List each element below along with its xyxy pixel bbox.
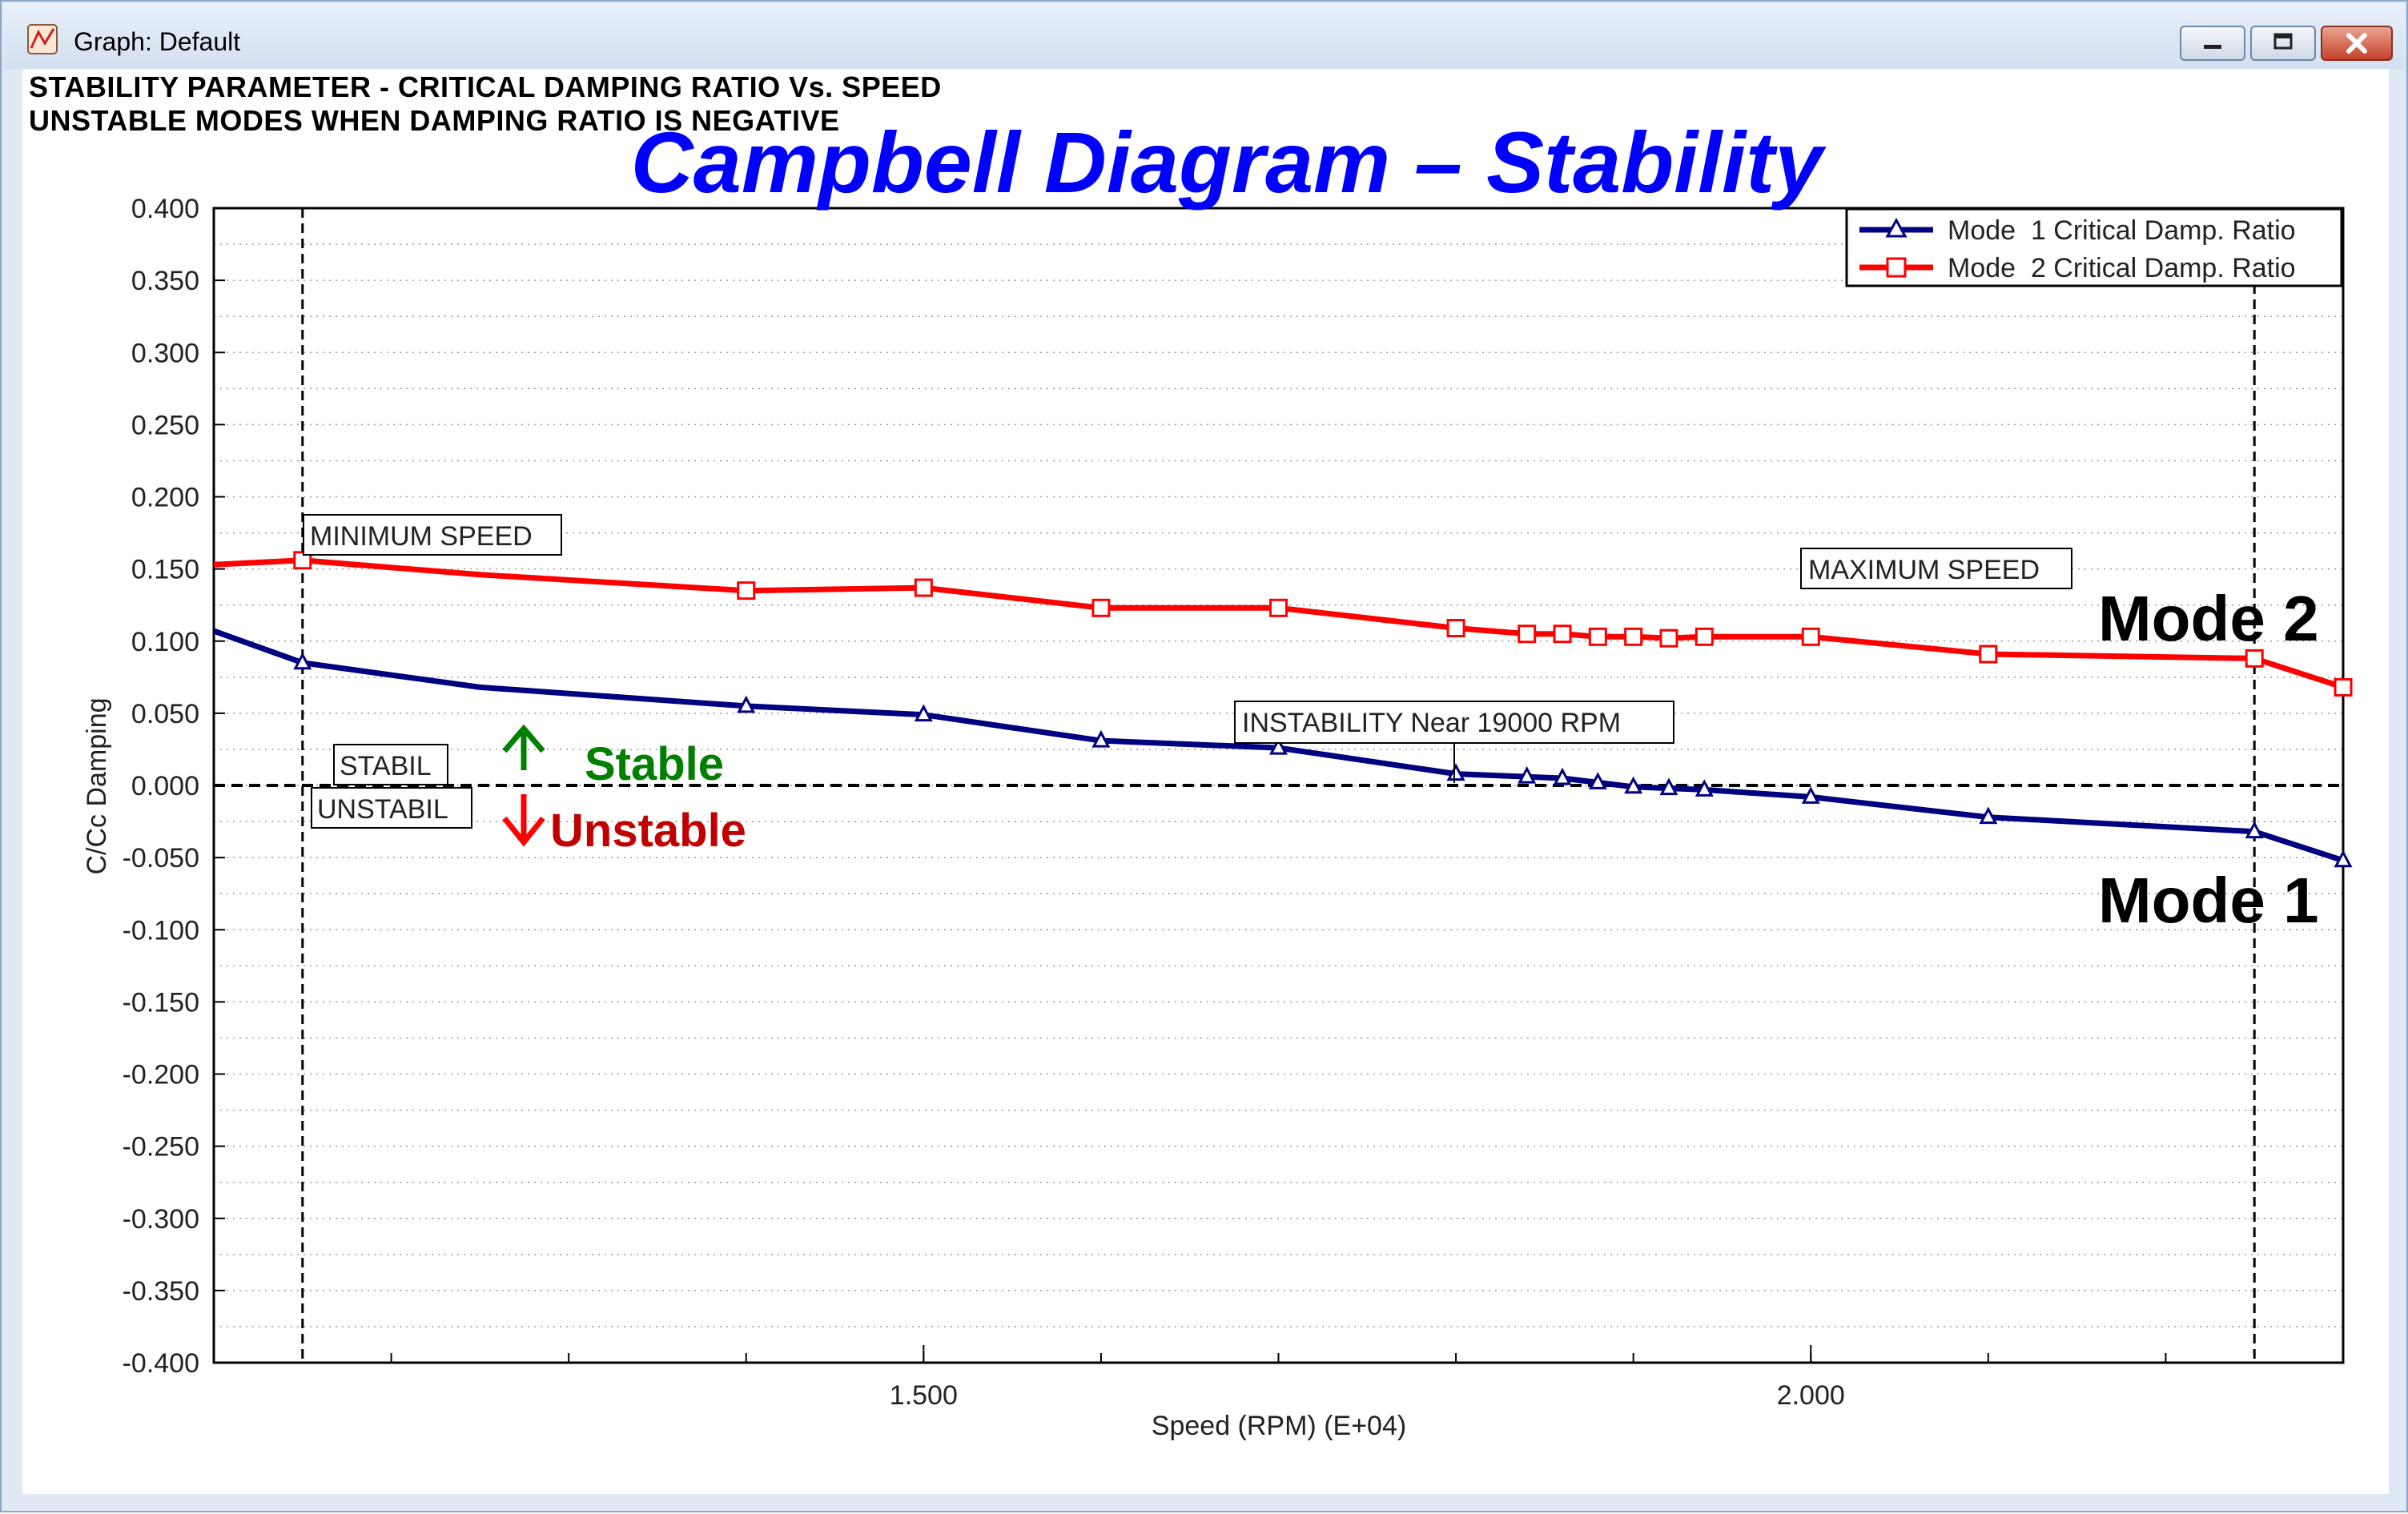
mode1-point <box>1624 776 1643 794</box>
chart-legend: Mode 1 Critical Damp. Ratio Mode 2 Criti… <box>1845 207 2343 287</box>
mode1-point <box>1269 737 1288 755</box>
mode1-point <box>1091 729 1111 748</box>
stabil-annotation: STABIL <box>333 744 448 785</box>
min-speed-annotation: MINIMUM SPEED <box>303 514 562 556</box>
x-axis-ticks: 1.500 2.000 <box>213 1345 2344 1411</box>
window-titlebar[interactable]: Graph: Default <box>3 3 2405 69</box>
mode1-point <box>2334 849 2353 868</box>
y-tick-label: -0.050 <box>123 843 199 873</box>
series-line-mode2 <box>213 557 2345 690</box>
maximize-button[interactable] <box>2250 26 2316 61</box>
chart-header-line1: STABILITY PARAMETER - CRITICAL DAMPING R… <box>29 70 942 103</box>
window-title: Graph: Default <box>74 27 241 56</box>
y-tick-label: 0.000 <box>131 771 199 801</box>
series-layer <box>212 551 2353 868</box>
unstabil-annotation: UNSTABIL <box>311 787 472 829</box>
unstabil-label: UNSTABIL <box>317 794 448 825</box>
y-tick-label: 0.100 <box>131 627 199 657</box>
x-tick-label: 2.000 <box>1777 1380 1845 1411</box>
mode1-point <box>1553 767 1572 785</box>
y-tick-label: 0.050 <box>131 699 199 729</box>
max-speed-label: MAXIMUM SPEED <box>1808 555 2040 585</box>
mode1-point <box>1801 786 1820 804</box>
campbell-title: Campbell Diagram – Stability <box>631 114 1827 211</box>
mode1-point <box>737 695 756 713</box>
mode1-point <box>1694 779 1714 797</box>
mode2-point <box>1588 627 1607 646</box>
close-button[interactable] <box>2321 26 2393 61</box>
mode2-point <box>293 551 312 570</box>
mode2-point <box>1269 598 1288 617</box>
mode2-point <box>1091 598 1111 617</box>
mode1-point <box>914 704 933 722</box>
instability-annotation: INSTABILITY Near 19000 RPM <box>1234 701 1674 783</box>
mode1-point <box>1588 772 1607 789</box>
unstable-arrow-icon <box>502 794 545 847</box>
mode1-point <box>1446 763 1465 781</box>
legend-triangle-icon <box>1885 217 1908 238</box>
restore-icon <box>2273 33 2293 50</box>
mode2-point <box>2245 649 2264 668</box>
y-tick-label: -0.300 <box>123 1204 199 1235</box>
chart-header-line2: UNSTABLE MODES WHEN DAMPING RATIO IS NEG… <box>29 104 840 137</box>
y-axis-ticks: 0.400 0.350 0.300 0.250 0.200 0.150 0.100 0.050… <box>123 194 225 1379</box>
min-speed-label: MINIMUM SPEED <box>310 521 533 552</box>
y-tick-label: -0.200 <box>123 1060 199 1090</box>
y-tick-label: -0.100 <box>123 915 199 946</box>
close-icon <box>2346 33 2367 54</box>
reference-lines <box>214 208 2343 1363</box>
mode2-point <box>1801 627 1820 646</box>
y-tick-label: -0.250 <box>123 1132 199 1163</box>
mode2-point <box>1624 627 1643 646</box>
unstable-overlay-label: Unstable <box>550 805 746 857</box>
legend-square-icon <box>1886 257 1907 278</box>
mode1-point <box>1979 806 1998 825</box>
mode2-point <box>1553 624 1572 644</box>
stable-overlay-label: Stable <box>585 738 724 790</box>
y-tick-label: 0.400 <box>131 194 199 224</box>
y-tick-label: 0.150 <box>131 555 199 585</box>
mode2-point <box>914 578 933 597</box>
minimize-button[interactable] <box>2180 26 2245 61</box>
x-tick-label: 1.500 <box>890 1380 958 1411</box>
legend-label-mode2: Mode 2 Critical Damp. Ratio <box>1948 253 2296 283</box>
mode2-point <box>1659 628 1678 648</box>
stable-arrow-icon <box>502 724 545 770</box>
mode1-point <box>1659 777 1678 796</box>
instability-label: INSTABILITY Near 19000 RPM <box>1242 708 1621 738</box>
y-tick-label: -0.350 <box>123 1276 199 1307</box>
y-tick-label: 0.250 <box>131 410 199 440</box>
mode2-point <box>1694 627 1714 646</box>
y-tick-label: -0.150 <box>123 987 199 1018</box>
y-tick-label: 0.350 <box>131 266 199 296</box>
graph-app-icon <box>27 24 58 54</box>
x-axis-label: Speed (RPM) (E+04) <box>1152 1411 1406 1441</box>
mode2-point <box>737 581 756 600</box>
mode2-overlay-label: Mode 2 <box>2098 583 2319 654</box>
max-speed-annotation: MAXIMUM SPEED <box>1800 548 2072 589</box>
mode2-point <box>1979 645 1998 664</box>
mode2-point <box>2334 677 2353 697</box>
mode2-point <box>1446 619 1465 638</box>
y-tick-label: 0.200 <box>131 483 199 513</box>
mode1-point <box>293 652 312 670</box>
mode1-point <box>2245 821 2264 839</box>
y-tick-label: -0.400 <box>123 1348 199 1379</box>
minimize-icon <box>2204 45 2221 49</box>
series-line-mode1 <box>212 628 2345 864</box>
mode1-overlay-label: Mode 1 <box>2098 865 2319 936</box>
y-axis-label: C/Cc Damping <box>82 697 112 874</box>
legend-label-mode1: Mode 1 Critical Damp. Ratio <box>1948 215 2296 246</box>
stabil-label: STABIL <box>340 751 432 781</box>
mode1-point <box>1518 765 1537 784</box>
mode2-point <box>1518 624 1537 644</box>
y-tick-label: 0.300 <box>131 338 199 368</box>
